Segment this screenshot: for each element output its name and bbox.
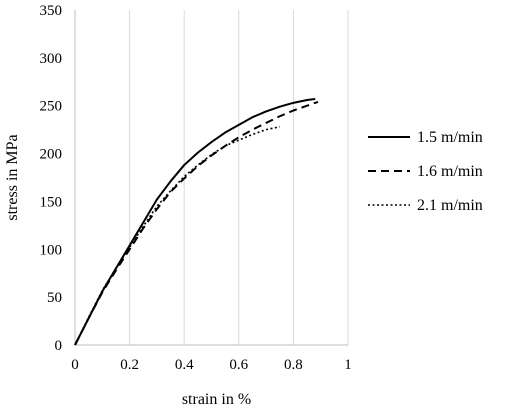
y-tick-label-2: 100 bbox=[40, 242, 63, 258]
x-tick-labels: 0 0.2 0.4 0.6 0.8 1 bbox=[71, 357, 352, 373]
legend-label-2: 1.6 m/min bbox=[417, 163, 483, 180]
grid-lines bbox=[74, 10, 349, 345]
y-tick-label-7: 350 bbox=[40, 3, 63, 19]
y-tick-label-4: 200 bbox=[40, 147, 63, 163]
legend-label-1: 1.5 m/min bbox=[417, 129, 483, 146]
series-line-2 bbox=[74, 100, 319, 346]
y-tick-label-0: 0 bbox=[55, 338, 63, 354]
x-tick-label-3: 0.6 bbox=[229, 357, 248, 373]
x-tick-label-0: 0 bbox=[71, 357, 79, 373]
y-tick-label-5: 250 bbox=[40, 99, 63, 115]
y-tick-labels: 0 50 100 150 200 250 300 350 bbox=[40, 3, 63, 354]
x-tick-label-5: 1 bbox=[344, 357, 352, 373]
series-lines bbox=[74, 98, 319, 346]
y-axis-label: stress in MPa bbox=[4, 134, 21, 220]
series-line-3 bbox=[74, 125, 280, 346]
x-tick-label-2: 0.4 bbox=[175, 357, 194, 373]
legend: 1.5 m/min 1.6 m/min 2.1 m/min bbox=[368, 129, 483, 214]
axes bbox=[74, 10, 348, 346]
legend-label-3: 2.1 m/min bbox=[417, 197, 483, 214]
x-tick-label-1: 0.2 bbox=[120, 357, 139, 373]
x-axis-label: strain in % bbox=[182, 391, 251, 408]
y-tick-label-6: 300 bbox=[40, 51, 63, 67]
series-line-1 bbox=[74, 98, 316, 346]
y-tick-label-3: 150 bbox=[40, 194, 63, 210]
y-tick-label-1: 50 bbox=[47, 290, 62, 306]
x-tick-label-4: 0.8 bbox=[284, 357, 303, 373]
